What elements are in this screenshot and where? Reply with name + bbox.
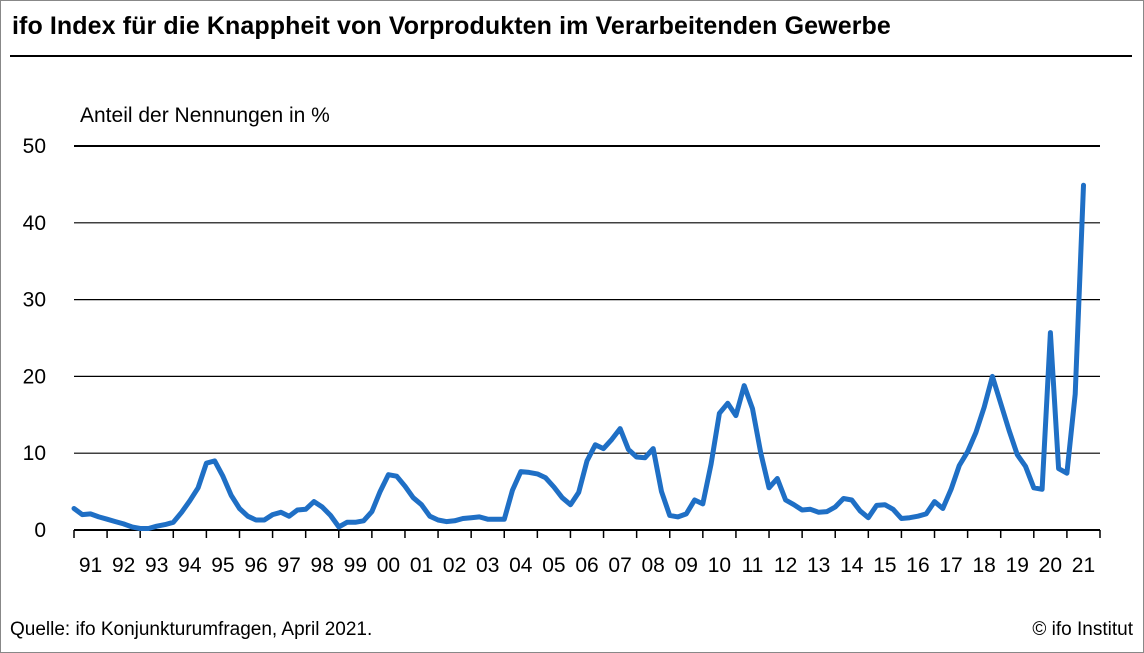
y-tick-label-20: 20	[23, 365, 46, 388]
y-tick-label-50: 50	[23, 135, 46, 158]
x-tick-marks	[73, 530, 1101, 538]
x-tick-label-11: 11	[742, 554, 764, 577]
x-tick-label-98: 98	[311, 554, 334, 577]
x-tick-label-03: 03	[476, 554, 499, 577]
x-tick-label-12: 12	[774, 554, 797, 577]
gridlines	[74, 145, 1100, 531]
x-tick-label-01: 01	[410, 554, 433, 577]
y-tick-label-10: 10	[23, 442, 46, 465]
x-tick-label-92: 92	[112, 554, 135, 577]
x-tick-label-08: 08	[642, 554, 665, 577]
y-tick-label-0: 0	[34, 519, 46, 542]
x-tick-label-06: 06	[575, 554, 598, 577]
x-tick-label-10: 10	[708, 554, 731, 577]
x-tick-label-20: 20	[1039, 554, 1062, 577]
x-tick-label-99: 99	[344, 554, 367, 577]
x-tick-label-93: 93	[145, 554, 168, 577]
x-tick-label-95: 95	[211, 554, 234, 577]
x-tick-label-02: 02	[443, 554, 466, 577]
x-tick-label-91: 91	[79, 554, 102, 577]
x-tick-label-96: 96	[244, 554, 267, 577]
x-tick-label-05: 05	[542, 554, 565, 577]
x-tick-label-97: 97	[277, 554, 300, 577]
x-tick-label-15: 15	[873, 554, 896, 577]
x-tick-label-09: 09	[675, 554, 698, 577]
copyright-note: © ifo Institut	[1032, 619, 1133, 640]
x-tick-label-17: 17	[939, 554, 962, 577]
x-tick-label-18: 18	[972, 554, 995, 577]
x-tick-label-00: 00	[377, 554, 400, 577]
x-tick-label-07: 07	[608, 554, 631, 577]
x-tick-label-94: 94	[178, 554, 202, 577]
source-note: Quelle: ifo Konjunkturumfragen, April 20…	[10, 619, 373, 640]
page-title: ifo Index für die Knappheit von Vorprodu…	[12, 12, 891, 40]
x-tick-label-14: 14	[840, 554, 864, 577]
y-tick-label-30: 30	[23, 289, 46, 312]
y-tick-labels: 0 10 20 30 40 50	[23, 135, 46, 542]
x-tick-label-16: 16	[906, 554, 929, 577]
x-tick-label-19: 19	[1006, 554, 1029, 577]
y-axis-label: Anteil der Nennungen in %	[80, 104, 330, 127]
series-layer	[71, 182, 1086, 531]
x-tick-label-13: 13	[807, 554, 830, 577]
series-line-0	[71, 182, 1086, 531]
x-tick-label-04: 04	[509, 554, 533, 577]
title-divider	[10, 55, 1132, 57]
y-tick-label-40: 40	[23, 212, 46, 235]
x-tick-labels: 91 92 93 94 95 96 97 98 99 00 01 02 03 04 05 06 07 08 09 10…	[79, 554, 1095, 577]
x-tick-label-21: 21	[1072, 554, 1095, 577]
